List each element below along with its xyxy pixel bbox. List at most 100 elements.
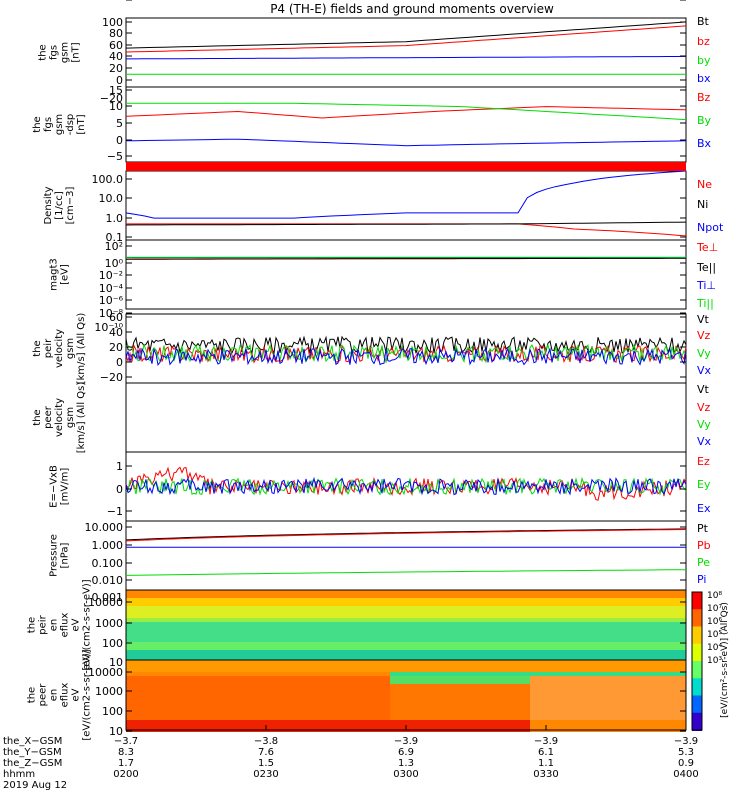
panel-6: Vt Vz Vy Vx the peer velocity gsm [km/s] (All Qs… xyxy=(32,382,712,454)
xrow-3-val-1: 1.7 xyxy=(118,758,134,769)
chart-title: P4 (TH-E) fields and ground moments over… xyxy=(270,2,554,16)
legend-1-2: bz xyxy=(697,35,710,48)
ytick-1-7: −20 xyxy=(100,92,123,105)
legend-2-3: Bx xyxy=(697,137,712,150)
ytick-10-2: 1000 xyxy=(95,685,123,698)
ytick-2-2: 10 xyxy=(109,100,123,113)
ytick-2-3: 5 xyxy=(116,117,123,130)
xrow-1-val-1: −3.7 xyxy=(114,736,138,747)
series-8-2 xyxy=(125,529,687,542)
ytick-2-1: 15 xyxy=(109,84,123,97)
xrow-1-val-3: −3.9 xyxy=(394,736,418,747)
ytick-4-4: 10⁻⁴ xyxy=(99,282,124,295)
ylabel-3-3: [cm−3] xyxy=(65,187,76,225)
ylabel-1-3: gsm xyxy=(60,42,71,63)
xrow-label-2: the_Y−GSM xyxy=(3,747,62,758)
date-label: 2019 Aug 12 xyxy=(3,780,67,791)
ylabel-1-2: fgs xyxy=(49,45,60,60)
xrow-label-3: the_Z−GSM xyxy=(3,758,62,769)
ylabel-4-1: magt3 xyxy=(49,258,60,291)
panel-8: Pt Pb Pe Pi 10.000 1.000 0.100 0.010 0.001 Pressu… xyxy=(49,520,711,604)
ylabel-8-1: Pressure xyxy=(49,534,60,577)
ytick-9-3: 100 xyxy=(102,637,123,650)
colorbar: 10⁸ 10⁷ 10⁶ 10⁵ 10⁴ 10³[eV/(cm²-s-sr-eV)] (Al… xyxy=(691,591,730,731)
ylabel-5-5: [km/s] (All Qs) xyxy=(76,313,87,385)
ytick-9-2: 1000 xyxy=(95,617,123,630)
ytick-1-8: −40 xyxy=(100,0,123,3)
ytick-1-4: 40 xyxy=(109,50,123,63)
ytick-5-3: 20 xyxy=(109,341,123,354)
legend-8-1: Pt xyxy=(697,522,709,535)
ytick-4-5: 10⁻⁶ xyxy=(99,294,124,307)
ytick-10-1: 10000 xyxy=(88,666,123,679)
legend-6-2: Vz xyxy=(697,401,711,414)
series-8-1 xyxy=(125,528,687,541)
series-1-1 xyxy=(125,21,687,49)
xrow-4-val-3: 0300 xyxy=(393,769,418,780)
legend-6-4: Vx xyxy=(697,435,712,448)
ytick-4-6: 10⁻⁸ xyxy=(99,307,124,320)
legend-4-4: Ti|| xyxy=(696,297,714,310)
ylabel-9-2: peir xyxy=(38,614,49,634)
xrow-4-val-4: 0330 xyxy=(533,769,558,780)
cbar-label: [eV/(cm²-s-sr-eV)] (All Qs) xyxy=(720,602,730,718)
ytick-8-4: 0.010 xyxy=(92,574,124,587)
ytick-8-3: 0.100 xyxy=(92,557,124,570)
ytick-2-5: −5 xyxy=(107,150,123,163)
legend-2-2: By xyxy=(697,114,712,127)
series-8-3 xyxy=(125,569,687,576)
ytick-5-5: −20 xyxy=(100,371,123,384)
legend-3-2: Ni xyxy=(697,198,708,211)
series-5-2 xyxy=(125,344,687,364)
ytick-3-3: 1.0 xyxy=(106,212,124,225)
series-3-2 xyxy=(125,221,687,226)
legend-3-1: Ne xyxy=(697,178,712,191)
legend-8-3: Pe xyxy=(697,556,710,569)
xrow-2-val-2: 7.6 xyxy=(258,747,274,758)
xrow-label-4: hhmm xyxy=(3,769,35,780)
cbar-tick-2: 10⁷ xyxy=(707,604,722,614)
ylabel-10-6: [eV/(cm2-s-sr-eV)] xyxy=(82,649,93,740)
legend-5-1: Vt xyxy=(697,313,710,326)
ylabel-10-2: peer xyxy=(38,683,49,707)
legend-5-3: Vy xyxy=(697,347,711,360)
legend-8-2: Pb xyxy=(697,539,711,552)
series-7-2 xyxy=(125,476,687,496)
cbar-tick-4: 10⁵ xyxy=(707,630,722,640)
xrow-4-val-5: 0400 xyxy=(673,769,698,780)
legend-6-3: Vy xyxy=(697,418,711,431)
ytick-4-7: 10⁻¹⁰ xyxy=(94,321,123,334)
series-1-2 xyxy=(125,25,687,53)
ylabel-5-4: gsm xyxy=(65,338,76,359)
cbar-tick-5: 10⁴ xyxy=(707,643,722,653)
xrow-2-val-1: 8.3 xyxy=(118,747,134,758)
legend-1-4: bx xyxy=(697,72,711,85)
x-axis-labels: the_X−GSM −3.7 −3.8 −3.9 −3.9 −3.9 the_Y−GSM 8.… xyxy=(3,725,699,791)
ylabel-8-2: [nPa] xyxy=(60,542,71,568)
cbar-tick-6: 10³ xyxy=(707,656,722,666)
ylabel-2-3: gsm xyxy=(54,114,65,135)
ylabel-9-3: en xyxy=(49,619,60,632)
ytick-7-2: 0 xyxy=(116,483,123,496)
xrow-3-val-5: 0.9 xyxy=(678,758,694,769)
xrow-1-val-5: −3.9 xyxy=(674,736,698,747)
series-2-2 xyxy=(126,102,687,121)
ylabel-2-1: the xyxy=(32,116,43,132)
ytick-9-1: 10000 xyxy=(88,596,123,609)
ytick-8-1: 10.000 xyxy=(85,521,124,534)
legend-4-3: Ti⊥ xyxy=(696,279,716,292)
ytick-5-6: −40 xyxy=(100,0,123,3)
panel-7: Ez Ey Ex 1 0 −1 E=−VxB [mV/m] xyxy=(49,451,711,522)
ylabel-4-2: [eV] xyxy=(60,264,71,285)
legend-4-2: Te|| xyxy=(696,261,716,274)
legend-3-3: Npot xyxy=(697,221,724,234)
legend-7-3: Ex xyxy=(697,502,711,515)
ylabel-9-4: eflux xyxy=(60,613,71,638)
ytick-4-1: 10² xyxy=(105,240,123,253)
series-5-4 xyxy=(125,346,687,366)
ylabel-6-1: the xyxy=(32,409,43,425)
series-2-3 xyxy=(125,138,687,147)
panel-4: Te⊥ Te|| Ti⊥ Ti|| 10² 10⁰10⁻²10⁻⁴10⁻⁶10⁻⁸10⁻¹… xyxy=(49,239,718,334)
xrow-label-1: the_X−GSM xyxy=(3,736,62,747)
